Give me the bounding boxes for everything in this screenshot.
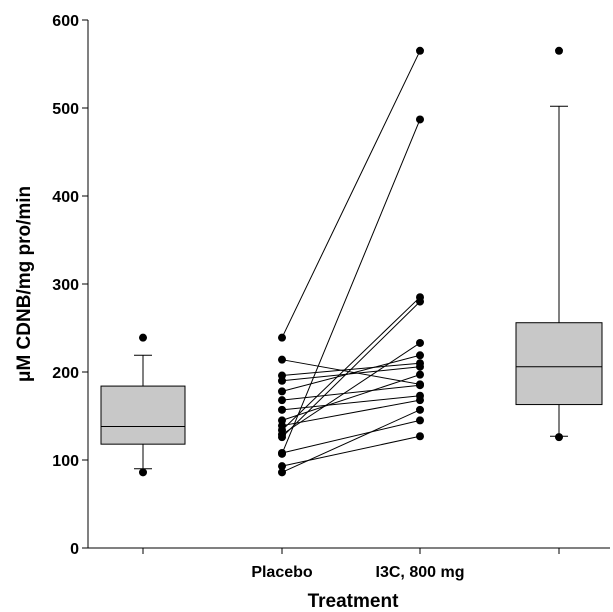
- y-tick-label: 100: [52, 453, 79, 470]
- box-plots: [100, 105, 603, 470]
- x-axis-ticks: Placebo I3C, 800 mg: [142, 548, 560, 581]
- i3c-point: [416, 115, 424, 124]
- placebo-point: [278, 405, 286, 414]
- placebo-point: [278, 433, 286, 442]
- pair-line: [281, 354, 421, 392]
- placebo-point: [278, 355, 286, 364]
- i3c-point: [416, 351, 424, 360]
- i3c-point: [416, 405, 424, 414]
- pair-line: [281, 296, 421, 431]
- outlier-point: [139, 468, 147, 477]
- y-tick-label: 400: [52, 189, 79, 206]
- y-axis-title: μM CDNB/mg pro/min: [14, 186, 35, 382]
- i3c-point: [416, 362, 424, 371]
- box-iqr: [515, 322, 603, 406]
- x-tick-label-placebo: Placebo: [251, 564, 313, 581]
- i3c-point: [416, 416, 424, 425]
- i3c-point: [416, 370, 424, 379]
- outlier-point: [139, 333, 147, 342]
- pair-line: [281, 409, 421, 473]
- placebo-point: [278, 448, 286, 457]
- i3c-point: [416, 381, 424, 390]
- pair-line: [281, 374, 421, 421]
- placebo-point: [278, 468, 286, 477]
- pair-line: [281, 301, 421, 438]
- y-tick-label: 600: [52, 13, 79, 30]
- y-tick-label: 0: [70, 541, 79, 558]
- y-tick-label: 300: [52, 277, 79, 294]
- placebo-point: [278, 462, 286, 471]
- i3c-point: [416, 338, 424, 347]
- i3c-point: [416, 297, 424, 306]
- box-i3c: [515, 105, 603, 437]
- pair-line: [281, 419, 421, 454]
- axes: [87, 20, 610, 549]
- placebo-point: [278, 396, 286, 405]
- outlier-point: [555, 46, 563, 55]
- y-tick-label: 200: [52, 365, 79, 382]
- placebo-point: [278, 376, 286, 385]
- pair-line: [281, 342, 421, 435]
- x-tick-label-i3c: I3C, 800 mg: [376, 564, 465, 581]
- i3c-point: [416, 396, 424, 405]
- paired-lines: [281, 50, 421, 473]
- placebo-point: [278, 333, 286, 342]
- data-points: [139, 46, 563, 477]
- i3c-point: [416, 46, 424, 55]
- y-axis-ticks: 0 100 200 300 400 500 600: [52, 13, 88, 558]
- box-iqr: [100, 385, 186, 445]
- i3c-point: [416, 432, 424, 441]
- outlier-point: [555, 433, 563, 442]
- pair-line: [281, 384, 421, 401]
- pair-line: [281, 359, 421, 385]
- placebo-point: [278, 387, 286, 396]
- x-axis-title: Treatment: [308, 591, 399, 612]
- pair-line: [281, 435, 421, 467]
- pair-line: [281, 399, 421, 427]
- pair-line: [281, 50, 421, 338]
- box-placebo: [100, 354, 186, 470]
- y-tick-label: 500: [52, 101, 79, 118]
